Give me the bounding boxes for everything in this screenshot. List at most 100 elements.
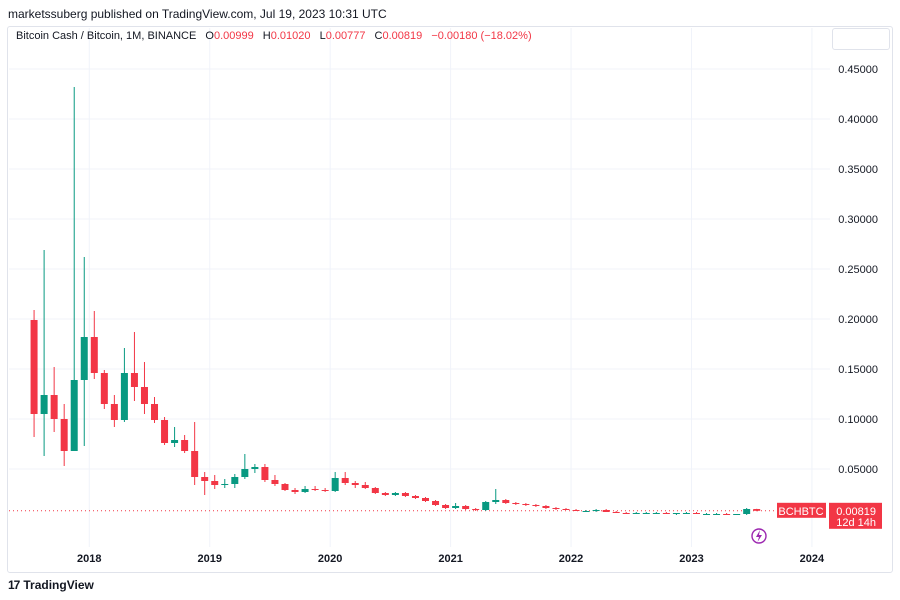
high-label: H — [262, 30, 271, 42]
candle-body — [301, 489, 309, 492]
candle — [723, 513, 731, 515]
candle-body — [442, 505, 450, 508]
close-value: 0.00819 — [382, 30, 423, 42]
candle — [60, 404, 68, 466]
candle-body — [452, 506, 460, 508]
candle — [140, 362, 148, 414]
candle-body — [271, 480, 279, 484]
candle-body — [151, 404, 159, 420]
y-tick-label: 0.40000 — [838, 114, 878, 126]
candle-body — [241, 469, 249, 477]
candle — [301, 486, 309, 493]
lightning-bolt-icon[interactable] — [751, 528, 767, 544]
candle — [692, 512, 700, 514]
candle — [672, 513, 680, 515]
candle-body — [331, 478, 339, 491]
low-value: 0.00777 — [325, 30, 366, 42]
candle-body — [582, 511, 590, 512]
candle — [351, 481, 359, 488]
candle-body — [411, 496, 419, 498]
candle — [682, 512, 690, 514]
candle — [120, 348, 128, 422]
high-value: 0.01020 — [270, 30, 311, 42]
candle-body — [542, 506, 550, 508]
x-tick-label: 2021 — [438, 553, 462, 565]
candle-body — [291, 490, 299, 492]
candle-body — [502, 500, 510, 503]
y-tick-label: 0.25000 — [838, 264, 878, 276]
candle-body — [130, 373, 138, 387]
candle-body — [522, 504, 530, 505]
candle — [562, 508, 570, 510]
candle-body — [261, 467, 269, 480]
candle-body — [512, 503, 520, 504]
candle — [241, 454, 249, 479]
candle — [482, 501, 490, 511]
candle — [622, 512, 630, 514]
candle-body — [492, 500, 500, 502]
published-caption: marketssuberg published on TradingView.c… — [8, 7, 387, 21]
candle-body — [371, 488, 379, 493]
candle-body — [642, 513, 650, 514]
candle — [542, 505, 550, 509]
candle — [271, 475, 279, 486]
candle-body — [181, 440, 189, 451]
candle — [291, 488, 299, 494]
candle-body — [221, 484, 229, 485]
candle-body — [632, 513, 640, 514]
y-axis-ticks: 0.45000 0.40000 0.35000 0.30000 0.25000 0.200… — [838, 64, 878, 476]
candle — [401, 492, 409, 497]
candle — [151, 397, 159, 423]
x-tick-label: 2024 — [800, 553, 825, 565]
x-tick-label: 2018 — [77, 553, 101, 565]
candle-body — [562, 509, 570, 510]
candle — [261, 464, 269, 482]
candle — [703, 513, 711, 515]
candle-body — [612, 512, 620, 513]
y-tick-label: 0.15000 — [838, 364, 878, 376]
candle-body — [692, 513, 700, 514]
candle-body — [140, 387, 148, 404]
candle-body — [733, 514, 741, 515]
candle-body — [60, 419, 68, 451]
candle — [502, 499, 510, 504]
candle — [472, 508, 480, 511]
tradingview-mark-icon: 17 — [8, 578, 20, 592]
candle — [30, 310, 38, 437]
candle-body — [672, 513, 680, 514]
candle — [50, 367, 58, 432]
candle-body — [161, 420, 169, 443]
candle — [311, 486, 319, 491]
chart-card — [7, 26, 893, 573]
y-tick-label: 0.20000 — [838, 314, 878, 326]
candle-body — [662, 513, 670, 514]
candle-body — [90, 337, 98, 373]
candle-body — [321, 490, 329, 491]
candle — [181, 435, 189, 453]
candle — [161, 417, 169, 445]
countdown-label: 12d 14h — [836, 517, 876, 529]
symbol-tag-label: BCHBTC — [778, 506, 823, 518]
candle — [462, 505, 470, 510]
candle — [331, 472, 339, 492]
x-tick-label: 2020 — [318, 553, 342, 565]
candle-body — [462, 506, 470, 509]
candle-body — [432, 501, 440, 505]
price-tag-bg — [829, 502, 882, 529]
candle — [512, 502, 520, 505]
candle-body — [472, 509, 480, 510]
candle — [371, 487, 379, 494]
candle — [70, 87, 78, 451]
candle — [321, 488, 329, 492]
scale-settings-button[interactable] — [832, 28, 890, 50]
y-tick-label: 0.10000 — [838, 414, 878, 426]
candle — [171, 427, 179, 447]
candle — [522, 503, 530, 506]
candle-body — [391, 493, 399, 495]
tradingview-logo[interactable]: 17 TradingView — [8, 578, 94, 592]
candle-body — [682, 513, 690, 514]
candle — [100, 370, 108, 409]
low-label: L — [319, 30, 326, 42]
